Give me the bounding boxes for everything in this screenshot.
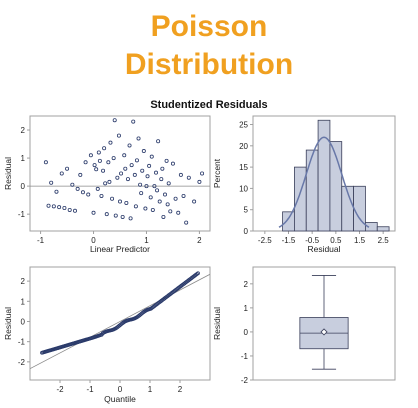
y-tick-label: 0 xyxy=(21,182,26,191)
y-axis-label: Residual xyxy=(3,157,13,190)
histogram-bar xyxy=(294,167,306,231)
y-axis-label: Percent xyxy=(212,158,222,188)
y-tick-label: 5 xyxy=(244,206,249,215)
y-axis-label: Residual xyxy=(212,307,222,340)
x-tick-label: 0 xyxy=(118,385,123,394)
panel-1: -1 0 1 2 -1 0 1 2 Linear Predictor Residual xyxy=(3,116,210,254)
x-tick-label: -1 xyxy=(86,385,94,394)
x-tick-label: -1 xyxy=(37,236,45,245)
y-tick-label: 1 xyxy=(244,304,249,313)
y-axis-label: Residual xyxy=(3,307,13,340)
panel-1-frame xyxy=(30,116,210,231)
x-tick-label: 2.5 xyxy=(378,236,390,245)
y-tick-label: 0 xyxy=(244,227,249,236)
y-tick-label: 2 xyxy=(21,126,26,135)
x-tick-label: -1.5 xyxy=(282,236,296,245)
y-tick-label: 10 xyxy=(239,184,248,193)
y-tick-label: -2 xyxy=(18,358,26,367)
histogram-bar xyxy=(354,186,366,231)
x-tick-label: -2 xyxy=(56,385,64,394)
x-tick-label: 2 xyxy=(178,385,183,394)
y-tick-label: -1 xyxy=(18,338,26,347)
y-tick-label: 0 xyxy=(244,328,249,337)
panel-4: -2 -1 0 1 2 Residual xyxy=(212,267,395,385)
panel-2: 0 5 10 15 20 25 -2.5 -1.5 -0.5 0.5 1.5 2.5 Residual P… xyxy=(212,116,395,254)
y-tick-label: 2 xyxy=(244,280,249,289)
x-tick-label: 2 xyxy=(197,236,202,245)
y-tick-label: -1 xyxy=(18,210,26,219)
x-axis-label: Linear Predictor xyxy=(90,244,150,254)
x-tick-label: -2.5 xyxy=(258,236,272,245)
y-tick-label: 15 xyxy=(239,163,248,172)
y-tick-label: -2 xyxy=(241,376,249,385)
y-tick-label: 25 xyxy=(239,121,248,130)
x-tick-label: 1.5 xyxy=(354,236,366,245)
y-tick-label: 20 xyxy=(239,142,248,151)
x-axis-label: Quantile xyxy=(104,394,136,404)
histogram-bar xyxy=(377,227,389,231)
x-tick-label: 1 xyxy=(148,385,153,394)
y-tick-label: 0 xyxy=(21,317,26,326)
histogram-bar xyxy=(306,150,318,231)
histogram-bar xyxy=(283,212,295,231)
y-tick-label: 1 xyxy=(21,297,26,306)
y-tick-label: 2 xyxy=(21,277,26,286)
x-axis-label: Residual xyxy=(307,244,340,254)
y-tick-label: 1 xyxy=(21,154,26,163)
y-tick-label: -1 xyxy=(241,352,249,361)
panel-3: -2 -1 0 1 2 -2 -1 0 1 2 Quantile Residual xyxy=(3,267,210,404)
